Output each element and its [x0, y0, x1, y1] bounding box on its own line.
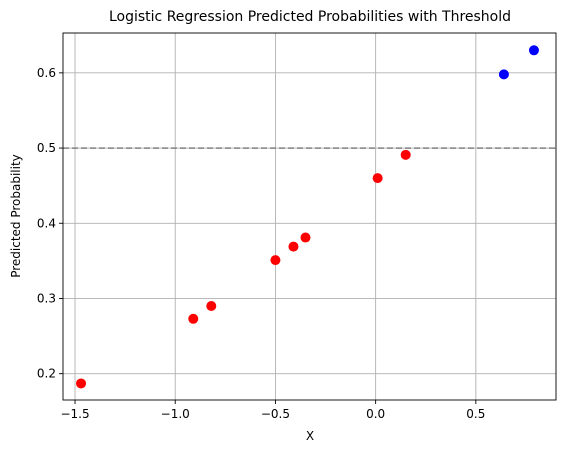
y-tick-label: 0.4 — [37, 216, 56, 230]
data-point-below-threshold — [288, 241, 299, 252]
x-tick-label: −1.5 — [60, 407, 89, 421]
y-axis-label: Predicted Probability — [9, 154, 23, 278]
y-axis-ticks: 0.2 0.3 0.4 0.5 0.6 — [37, 66, 63, 381]
data-point-below-threshold — [372, 173, 383, 184]
data-point-above-threshold — [528, 45, 539, 56]
data-point-below-threshold — [206, 300, 217, 311]
data-point-below-threshold — [400, 149, 411, 160]
data-point-below-threshold — [300, 232, 311, 243]
x-tick-label: 0.5 — [466, 407, 485, 421]
data-point-below-threshold — [270, 255, 281, 266]
plot-frame — [62, 32, 557, 401]
x-axis-label: X — [306, 429, 314, 443]
data-points — [76, 45, 539, 389]
x-tick-label: −0.5 — [261, 407, 290, 421]
y-tick-label: 0.6 — [37, 66, 56, 80]
y-tick-label: 0.5 — [37, 141, 56, 155]
data-point-above-threshold — [498, 69, 509, 80]
chart-title: Logistic Regression Predicted Probabilit… — [109, 9, 511, 25]
y-tick-label: 0.3 — [37, 291, 56, 305]
x-axis-ticks: −1.5 −1.0 −0.5 0.0 0.5 — [60, 400, 485, 421]
x-tick-label: 0.0 — [366, 407, 385, 421]
x-tick-label: −1.0 — [161, 407, 190, 421]
data-point-below-threshold — [76, 378, 87, 389]
y-tick-label: 0.2 — [37, 367, 56, 381]
data-point-below-threshold — [188, 313, 199, 324]
